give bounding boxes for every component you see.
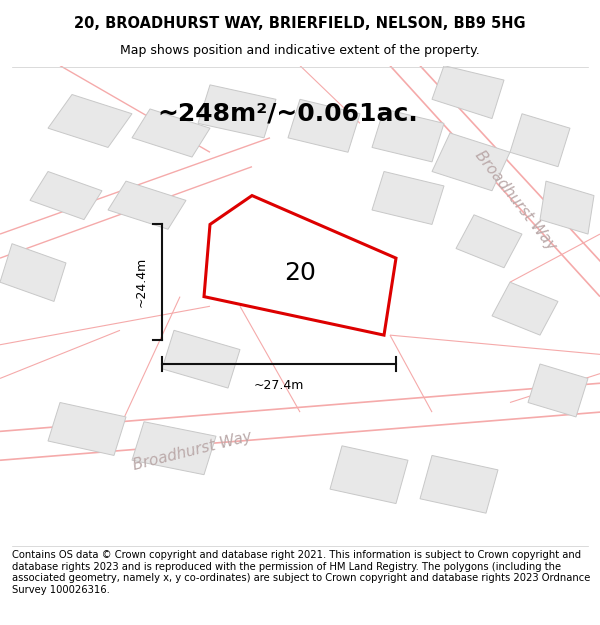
Polygon shape [420, 456, 498, 513]
Polygon shape [30, 171, 102, 219]
Polygon shape [108, 181, 186, 229]
Polygon shape [288, 99, 360, 152]
Text: Broadhurst Way: Broadhurst Way [472, 148, 560, 253]
Text: ~27.4m: ~27.4m [254, 379, 304, 392]
Polygon shape [510, 114, 570, 167]
Polygon shape [372, 109, 444, 162]
Polygon shape [48, 402, 126, 456]
Polygon shape [372, 171, 444, 224]
Polygon shape [48, 94, 132, 148]
Polygon shape [198, 85, 276, 138]
Polygon shape [432, 133, 510, 191]
Polygon shape [528, 364, 588, 417]
Polygon shape [432, 66, 504, 119]
Polygon shape [162, 330, 240, 388]
Text: Map shows position and indicative extent of the property.: Map shows position and indicative extent… [120, 44, 480, 57]
Polygon shape [330, 446, 408, 504]
Text: 20, BROADHURST WAY, BRIERFIELD, NELSON, BB9 5HG: 20, BROADHURST WAY, BRIERFIELD, NELSON, … [74, 16, 526, 31]
Text: Contains OS data © Crown copyright and database right 2021. This information is : Contains OS data © Crown copyright and d… [12, 550, 590, 595]
Polygon shape [132, 422, 216, 475]
Polygon shape [204, 196, 396, 335]
Text: ~248m²/~0.061ac.: ~248m²/~0.061ac. [158, 102, 418, 126]
Text: Broadhurst Way: Broadhurst Way [131, 429, 253, 472]
Polygon shape [492, 282, 558, 335]
Text: 20: 20 [284, 261, 316, 284]
Polygon shape [0, 244, 66, 301]
Polygon shape [540, 181, 594, 234]
Polygon shape [456, 215, 522, 268]
Polygon shape [222, 239, 306, 301]
Text: ~24.4m: ~24.4m [134, 257, 148, 308]
Polygon shape [132, 109, 210, 157]
